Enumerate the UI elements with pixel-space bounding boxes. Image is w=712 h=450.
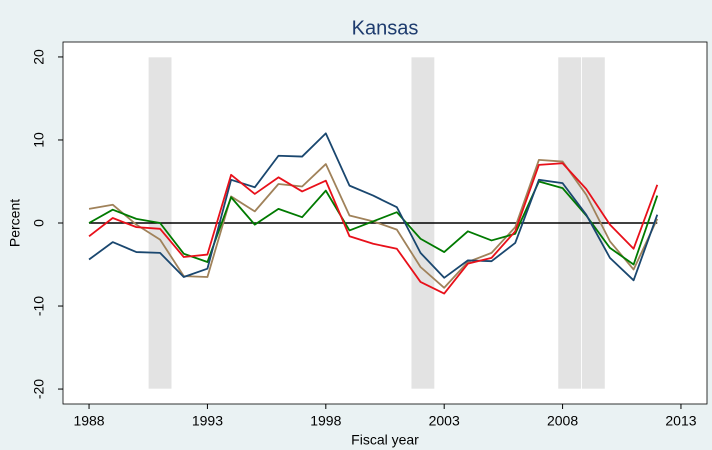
series-line	[88, 162, 659, 295]
x-tick-label: 1993	[192, 413, 223, 429]
y-tick-label: 10	[31, 132, 47, 148]
series-line	[88, 180, 659, 266]
x-tick-label: 2013	[665, 413, 696, 429]
y-tick-label: 0	[31, 219, 47, 227]
y-axis-label: Percent	[7, 199, 23, 247]
x-tick-label: 2003	[429, 413, 460, 429]
x-tick-label: 2008	[547, 413, 578, 429]
chart-title: Kansas	[352, 17, 419, 39]
y-tick-label: -10	[31, 296, 47, 316]
x-tick-label: 1988	[73, 413, 104, 429]
x-axis-label: Fiscal year	[351, 432, 419, 448]
y-tick-label: -20	[31, 379, 47, 399]
series-line	[88, 132, 659, 282]
y-tick-label: 20	[31, 49, 47, 65]
x-tick-label: 1998	[310, 413, 341, 429]
